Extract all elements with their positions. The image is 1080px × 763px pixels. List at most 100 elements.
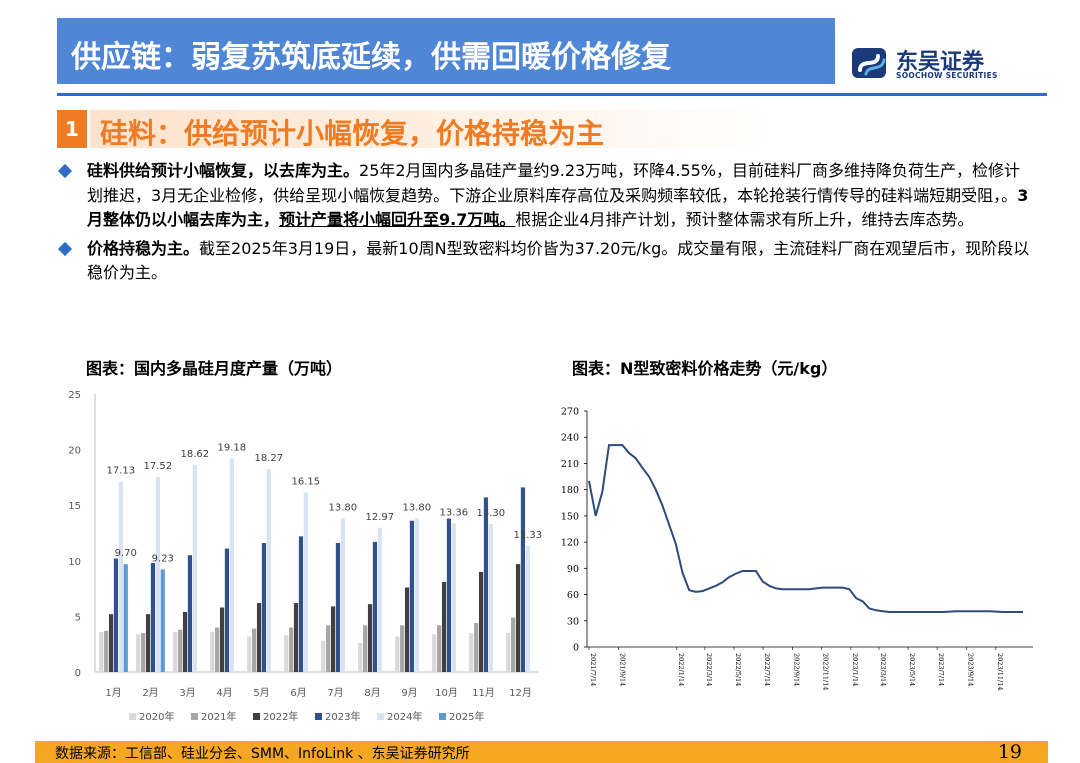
bar-2023年-5月: [261, 543, 267, 672]
bullet-price: 价格持稳为主。截至2025年3月19日，最新10周N型致密料均价皆为37.20元…: [57, 237, 1032, 286]
bar-2024年-5月: [266, 468, 271, 672]
legend-label: 2022年: [263, 710, 298, 723]
bullet-supply-forecast: 预计产量将小幅回升至9.7万吨。: [279, 210, 516, 229]
bar-2020年-5月: [247, 636, 252, 672]
left-chart-title: 图表：国内多晶硅月度产量（万吨）: [86, 359, 343, 378]
price-line: [588, 444, 1023, 613]
data-label-2024年: 18.62: [181, 449, 210, 460]
legend-label: 2020年: [139, 710, 174, 723]
y-tick-label: 150: [561, 511, 579, 522]
bar-2022年-7月: [330, 606, 336, 672]
data-label-2024年: 16.15: [292, 476, 321, 487]
polysilicon-output-bar-chart: 0 5 10 15 20 25 1月 2月 3月 4月 5月 6月 7月 8月 9月 10月 11月 12月 17.…: [68, 390, 542, 723]
n-type-price-line-chart: 0 30 60 90 120 150 180 210 240 270 2021/7/14 2021/9…: [561, 407, 1033, 690]
data-label-2024年: 13.80: [403, 503, 432, 514]
bar-2024年-7月: [340, 518, 345, 672]
bullet-supply-text2: 根据企业4月排产计划，预计整体需求有所上升，维持去库态势。: [515, 210, 974, 229]
x-tick-label: 10月: [435, 687, 458, 699]
data-label-2024年: 19.18: [218, 443, 247, 454]
x-tick-label: 2023/1/14: [851, 653, 859, 686]
bar-2023年-10月: [446, 518, 452, 672]
x-tick-label: 2023/5/14: [908, 653, 916, 686]
y-tick-label: 5: [75, 612, 81, 623]
bar-2022年-3月: [182, 611, 188, 672]
bullet-supply-text: 25年2月国内多晶硅产量约9.23万吨，环降4.55%，目前硅料厂商多维持降负荷…: [87, 161, 1021, 205]
legend-label: 2021年: [201, 710, 236, 723]
bar-2020年-4月: [210, 631, 215, 672]
x-tick-label: 6月: [290, 687, 306, 699]
bar-2023年-9月: [409, 520, 415, 672]
x-tick-label: 5月: [253, 687, 269, 699]
section-number: 1: [57, 110, 87, 148]
bar-2020年-3月: [173, 631, 178, 672]
x-tick-label: 8月: [364, 687, 380, 699]
bar-2024年-10月: [451, 523, 456, 672]
bar-2023年-4月: [224, 548, 230, 672]
y-tick-label: 30: [567, 616, 579, 627]
y-tick-label: 0: [75, 668, 81, 679]
page-title: 供应链：弱复苏筑底延续，供需回暖价格修复: [71, 40, 671, 75]
bar-2023年-3月: [187, 555, 193, 672]
bar-2024年-3月: [192, 464, 197, 672]
bar-2022年-12月: [515, 564, 521, 672]
bar-2021年-2月: [141, 633, 146, 672]
data-label-2024年: 13.80: [329, 503, 358, 514]
x-tick-label: 2021/9/14: [619, 653, 627, 686]
bar-2023年-7月: [335, 543, 341, 672]
section-title: 硅料：供给预计小幅恢复，价格持稳为主: [100, 117, 605, 150]
diamond-bullet-icon: [57, 163, 73, 179]
bar-2020年-1月: [99, 631, 104, 672]
bar-2021年-8月: [363, 625, 368, 672]
y-tick-label: 270: [561, 407, 579, 418]
x-tick-label: 7月: [327, 687, 343, 699]
x-tick-label: 2023/7/14: [937, 653, 945, 686]
y-tick-label: 240: [561, 433, 579, 444]
y-tick-label: 180: [561, 485, 579, 496]
data-label-2025年: 9.23: [152, 553, 174, 564]
data-label-2025年: 9.70: [115, 548, 137, 559]
data-source: 数据来源：工信部、硅业分会、SMM、InfoLink 、东吴证券研究所: [55, 746, 470, 762]
bar-2020年-12月: [506, 633, 511, 672]
x-tick-label: 2021/7/14: [589, 653, 597, 686]
data-label-2024年: 12.97: [366, 512, 395, 523]
bar-2021年-5月: [252, 628, 257, 672]
bar-2024年-9月: [414, 518, 419, 672]
bar-2024年-12月: [525, 546, 530, 672]
x-tick-label: 2023/9/14: [967, 653, 975, 686]
legend-swatch: [253, 713, 260, 720]
logo-english-name: SOOCHOW SECURITIES: [896, 71, 998, 80]
x-tick-label: 2022/9/14: [793, 653, 801, 686]
bar-2022年-5月: [256, 603, 262, 672]
bar-2020年-10月: [432, 634, 437, 672]
bar-2021年-7月: [326, 625, 331, 672]
x-tick-label: 1月: [105, 687, 121, 699]
legend-swatch: [191, 713, 198, 720]
y-tick-label: 60: [567, 590, 579, 601]
bar-2021年-6月: [289, 627, 294, 672]
y-tick-label: 120: [561, 538, 579, 549]
x-tick-label: 2月: [142, 687, 158, 699]
bar-2020年-11月: [469, 633, 474, 672]
bar-2021年-10月: [437, 625, 442, 672]
bullet-list: 硅料供给预计小幅恢复，以去库为主。25年2月国内多晶硅产量约9.23万吨，环降4…: [57, 159, 1032, 290]
header-divider: [57, 93, 1047, 96]
x-tick-label: 12月: [509, 687, 532, 699]
bar-2024年-6月: [303, 492, 308, 672]
bar-2020年-8月: [358, 643, 363, 672]
bar-2022年-6月: [293, 603, 299, 672]
bar-2024年-2月: [155, 477, 160, 672]
y-tick-label: 15: [68, 501, 81, 512]
x-tick-label: 2023/11/14: [996, 653, 1004, 690]
legend-label: 2024年: [387, 710, 422, 723]
bar-2021年-12月: [511, 617, 516, 672]
data-label-2024年: 17.13: [107, 466, 136, 477]
x-tick-label: 4月: [216, 687, 232, 699]
y-tick-label: 0: [573, 643, 579, 654]
data-label-2024年: 13.36: [440, 507, 469, 518]
x-tick-label: 2022/5/14: [734, 653, 742, 686]
bar-2021年-3月: [178, 629, 183, 672]
bar-2023年-2月: [150, 563, 156, 672]
bar-2021年-4月: [215, 627, 220, 672]
legend-swatch: [129, 713, 136, 720]
data-label-2024年: 18.27: [255, 453, 284, 464]
